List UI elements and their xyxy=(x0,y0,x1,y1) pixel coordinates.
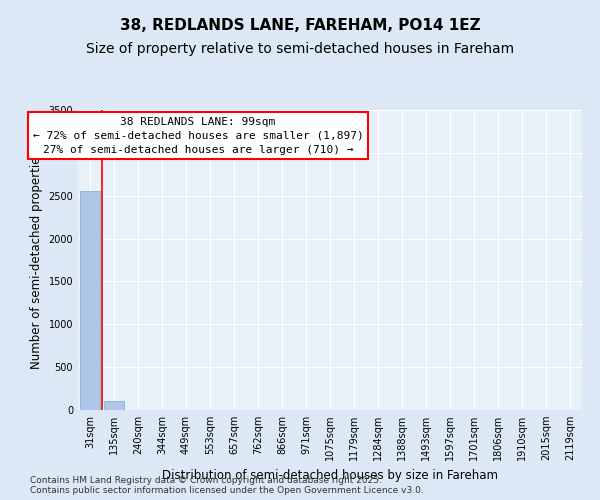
Y-axis label: Number of semi-detached properties: Number of semi-detached properties xyxy=(30,150,43,370)
Bar xyxy=(104,402,124,410)
Text: 38, REDLANDS LANE, FAREHAM, PO14 1EZ: 38, REDLANDS LANE, FAREHAM, PO14 1EZ xyxy=(119,18,481,32)
Text: Size of property relative to semi-detached houses in Fareham: Size of property relative to semi-detach… xyxy=(86,42,514,56)
Bar xyxy=(80,192,100,410)
X-axis label: Distribution of semi-detached houses by size in Fareham: Distribution of semi-detached houses by … xyxy=(162,468,498,481)
Text: Contains HM Land Registry data © Crown copyright and database right 2025.
Contai: Contains HM Land Registry data © Crown c… xyxy=(30,476,424,495)
Text: 38 REDLANDS LANE: 99sqm
← 72% of semi-detached houses are smaller (1,897)
27% of: 38 REDLANDS LANE: 99sqm ← 72% of semi-de… xyxy=(32,117,364,155)
